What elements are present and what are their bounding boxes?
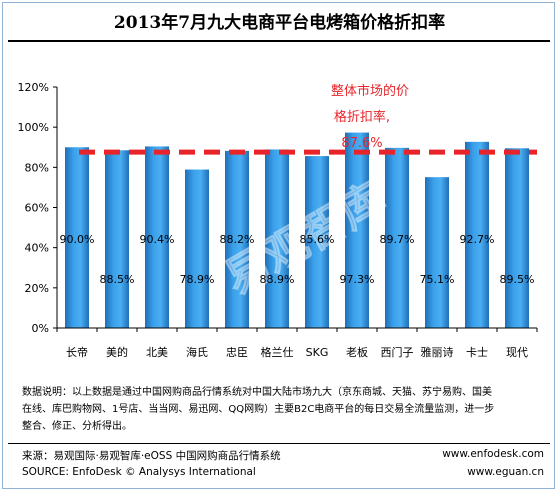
value-label: 90.4% <box>140 233 175 246</box>
x-tick-label: 卡士 <box>466 346 488 359</box>
footer-divider <box>8 443 550 444</box>
y-tick-label: 0% <box>32 322 49 335</box>
notes-line-2: 在线、库巴购物网、1号店、当当网、易迅网、QQ网购）主要B2C电商平台的每日交易… <box>22 404 495 415</box>
title-divider <box>8 40 550 42</box>
bar-7 <box>305 156 329 328</box>
x-axis: 长帝 美的 北美 海氏 忠臣 格兰仕 SKG 老板 西门子 雅丽诗 卡士 现代 <box>56 327 538 359</box>
x-tick-label: SKG <box>306 346 329 359</box>
bar-5 <box>225 150 249 328</box>
y-tick-label: 60% <box>25 202 49 215</box>
bars <box>65 132 529 328</box>
bar-12 <box>505 148 529 328</box>
notes-line-1: 数据说明：以上数据是通过中国网购商品行情系统对中国大陆市场九大（京东商城、天猫、… <box>22 387 492 398</box>
reference-label-line-1: 整体市场的价 <box>331 83 409 99</box>
bar-1 <box>65 147 89 328</box>
y-tick-label: 100% <box>18 121 49 134</box>
value-labels: 90.0% 88.5% 90.4% 78.9% 88.2% 88.9% 85.6% 97.3%… <box>60 233 535 286</box>
x-tick-label: 现代 <box>506 346 528 359</box>
bar-2 <box>105 150 129 328</box>
source-cn: 来源：易观国际·易观智库·eOSS 中国网购商品行情系统 <box>22 450 281 462</box>
value-label: 85.6% <box>300 233 335 246</box>
x-tick-label: 忠臣 <box>226 346 248 359</box>
chart-title: 2013年7月九大电商平台电烤箱价格折扣率 <box>113 13 446 33</box>
source-en: SOURCE: EnfoDesk © Analysys Internationa… <box>22 466 256 478</box>
notes-line-3: 整合、修正、分析得出。 <box>22 421 132 432</box>
x-tick-label: 美的 <box>106 345 128 359</box>
x-tick-label: 海氏 <box>186 345 208 359</box>
site-link-enfodesk[interactable]: www.enfodesk.com <box>442 448 544 460</box>
y-tick-label: 40% <box>25 242 49 255</box>
value-label: 97.3% <box>340 273 375 286</box>
x-tick-label: 格兰仕 <box>261 345 294 359</box>
value-label: 90.0% <box>60 233 95 246</box>
bar-6 <box>265 149 289 328</box>
x-tick-label: 长帝 <box>66 345 88 359</box>
footer-row-2: SOURCE: EnfoDesk © Analysys Internationa… <box>22 466 544 478</box>
x-tick-label: 老板 <box>346 345 368 359</box>
bar-3 <box>145 146 169 328</box>
x-tick-label: 雅丽诗 <box>421 345 454 359</box>
value-label: 88.5% <box>100 273 135 286</box>
data-notes: 数据说明：以上数据是通过中国网购商品行情系统对中国大陆市场九大（京东商城、天猫、… <box>22 384 542 435</box>
reference-label-value: 87.6% <box>341 136 382 151</box>
y-axis: 0% 20% 40% 60% 80% 100% 120% <box>18 81 58 335</box>
y-tick-label: 80% <box>25 161 49 174</box>
bar-4 <box>185 169 209 328</box>
value-label: 92.7% <box>460 233 495 246</box>
y-tick-label: 120% <box>18 81 49 94</box>
value-label: 88.2% <box>220 233 255 246</box>
bar-10 <box>425 177 449 328</box>
x-tick-label: 北美 <box>146 346 168 359</box>
value-label: 89.5% <box>500 273 535 286</box>
y-tick-label: 20% <box>25 282 49 295</box>
value-label: 78.9% <box>180 273 215 286</box>
value-label: 75.1% <box>420 273 455 286</box>
value-label: 88.9% <box>260 273 295 286</box>
x-tick-label: 西门子 <box>381 345 414 359</box>
reference-label-line-2: 格折扣率, <box>334 109 390 125</box>
bar-8 <box>345 132 369 328</box>
site-link-eguan[interactable]: www.eguan.cn <box>467 466 544 478</box>
bar-11 <box>465 141 489 328</box>
footer-row-1: 来源：易观国际·易观智库·eOSS 中国网购商品行情系统 www.enfodes… <box>22 448 544 463</box>
bar-9 <box>385 147 409 328</box>
value-label: 89.7% <box>380 233 415 246</box>
